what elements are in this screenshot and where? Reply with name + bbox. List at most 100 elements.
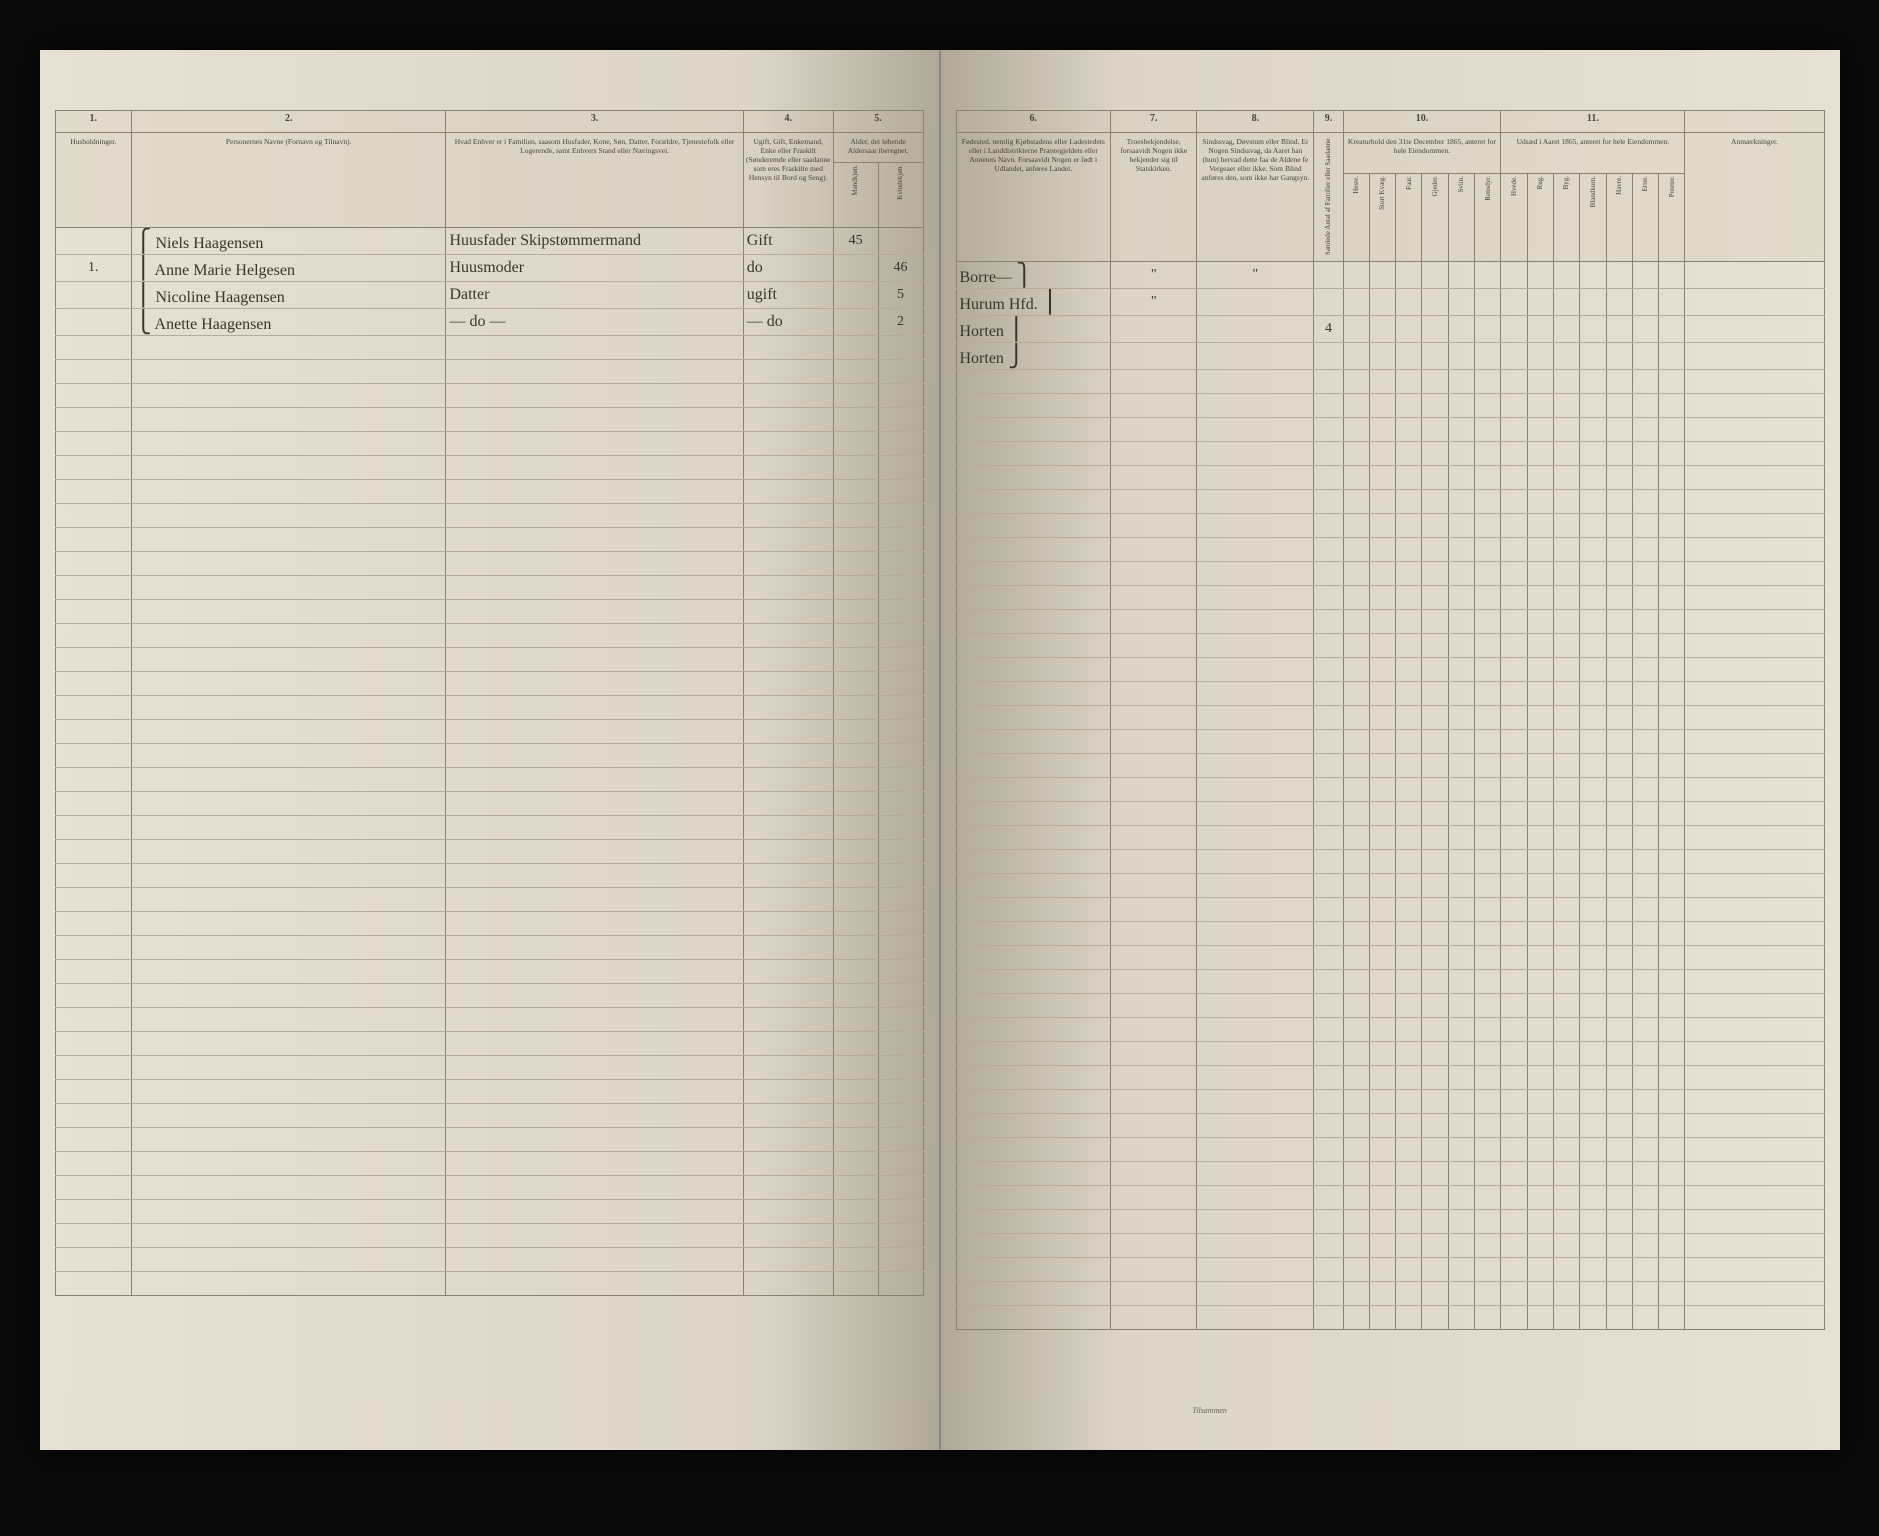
table-row [55, 696, 923, 720]
col11-sub-0: Hvede. [1501, 173, 1527, 261]
table-row [956, 946, 1824, 970]
cell-seed-1 [1527, 262, 1553, 289]
table-row [55, 840, 923, 864]
table-row [956, 754, 1824, 778]
cell-livestock-0 [1343, 262, 1369, 289]
cell-family-count [1314, 289, 1343, 316]
cell-remarks [1685, 343, 1824, 370]
cell-livestock-4 [1448, 289, 1474, 316]
cell-livestock-1 [1369, 343, 1395, 370]
table-row [956, 994, 1824, 1018]
table-row [956, 706, 1824, 730]
table-row: Hurum Hfd. ⎪" [956, 289, 1824, 316]
table-row: Borre— ⎫"" [956, 262, 1824, 289]
col2-num: 2. [131, 111, 446, 133]
table-row [55, 576, 923, 600]
cell-remarks [1685, 316, 1824, 343]
cell-seed-6 [1659, 316, 1685, 343]
cell-name: ⎪ Anne Marie Helgesen [131, 255, 446, 282]
table-row [956, 898, 1824, 922]
table-row [55, 1248, 923, 1272]
col10-sub-4: Sviin. [1448, 173, 1474, 261]
table-row [55, 792, 923, 816]
cell-seed-6 [1659, 289, 1685, 316]
table-row: Horten ⎭ [956, 343, 1824, 370]
table-row [956, 442, 1824, 466]
table-row [55, 1128, 923, 1152]
col9-head: Samlede Antal af Familier eller Saadanne… [1314, 133, 1343, 262]
col10-sub-5: Rensdyr. [1475, 173, 1501, 261]
table-row: Horten ⎪4 [956, 316, 1824, 343]
cell-seed-6 [1659, 262, 1685, 289]
cell-household [55, 309, 131, 336]
column-number-row: 1. 2. 3. 4. 5. [55, 111, 923, 133]
col5-num: 5. [833, 111, 923, 133]
table-row [55, 864, 923, 888]
table-row [956, 1234, 1824, 1258]
cell-seed-5 [1632, 343, 1658, 370]
col8-num: 8. [1197, 111, 1314, 133]
table-row [55, 936, 923, 960]
table-row [956, 586, 1824, 610]
cell-livestock-3 [1422, 343, 1448, 370]
cell-seed-2 [1553, 262, 1579, 289]
table-row [55, 1200, 923, 1224]
cell-name: ⎩ Anette Haagensen [131, 309, 446, 336]
col5-sub2: Kvindekjøn. [878, 163, 923, 228]
table-row [956, 1258, 1824, 1282]
table-row [55, 1080, 923, 1104]
cell-marital: ugift [743, 282, 833, 309]
right-register-table: 6. 7. 8. 9. 10. 11. Fødested, nemlig Kjø… [956, 110, 1825, 1330]
col6-head: Fødested, nemlig Kjøbstadens eller Lades… [956, 133, 1111, 262]
cell-faith: " [1111, 289, 1197, 316]
left-table-body: ⎧ Niels HaagensenHuusfader Skipstømmerma… [55, 228, 923, 1296]
cell-faith [1111, 316, 1197, 343]
cell-relation: Huusmoder [446, 255, 743, 282]
col2-head: Personernes Navne (Fornavn og Tilnavn). [131, 133, 446, 228]
table-row [956, 802, 1824, 826]
cell-livestock-0 [1343, 343, 1369, 370]
cell-birthplace: Borre— ⎫ [956, 262, 1111, 289]
cell-age-f: 5 [878, 282, 923, 309]
cell-seed-0 [1501, 289, 1527, 316]
cell-faith [1111, 343, 1197, 370]
left-page: 1. 2. 3. 4. 5. Husholdninger. Personerne… [40, 50, 941, 1450]
cell-livestock-3 [1422, 262, 1448, 289]
cell-age-m [833, 309, 878, 336]
table-row [55, 1224, 923, 1248]
cell-seed-1 [1527, 343, 1553, 370]
cell-seed-0 [1501, 343, 1527, 370]
cell-age-m: 45 [833, 228, 878, 255]
cell-livestock-4 [1448, 316, 1474, 343]
col8-head: Sindssvag, Døvstum eller Blind. Er Nogen… [1197, 133, 1314, 262]
cell-seed-3 [1580, 316, 1606, 343]
cell-seed-0 [1501, 316, 1527, 343]
footer-sum-label: Tilsammen [1192, 1406, 1227, 1415]
col10-head: Kreaturhold den 31te December 1865, ante… [1343, 133, 1501, 174]
table-row [956, 1018, 1824, 1042]
cell-birthplace: Horten ⎪ [956, 316, 1111, 343]
table-row [956, 610, 1824, 634]
cell-livestock-3 [1422, 316, 1448, 343]
cell-seed-1 [1527, 289, 1553, 316]
col11-sub-1: Rug. [1527, 173, 1553, 261]
table-row [956, 394, 1824, 418]
col12-head: Anmærkninger. [1685, 133, 1824, 262]
cell-remarks [1685, 262, 1824, 289]
table-row [55, 408, 923, 432]
col1-head: Husholdninger. [55, 133, 131, 228]
cell-livestock-4 [1448, 262, 1474, 289]
cell-name: ⎪ Nicoline Haagensen [131, 282, 446, 309]
table-row [55, 984, 923, 1008]
cell-condition [1197, 343, 1314, 370]
left-register-table: 1. 2. 3. 4. 5. Husholdninger. Personerne… [55, 110, 924, 1296]
col4-head: Ugift, Gift, Enkemand, Enke eller Fraski… [743, 133, 833, 228]
cell-age-f: 46 [878, 255, 923, 282]
col10-sub-0: Heste. [1343, 173, 1369, 261]
cell-age-f: 2 [878, 309, 923, 336]
table-row [55, 1104, 923, 1128]
cell-household [55, 228, 131, 255]
ledger-book: 1. 2. 3. 4. 5. Husholdninger. Personerne… [40, 50, 1840, 1450]
col10-sub-2: Faar. [1396, 173, 1422, 261]
table-row [55, 600, 923, 624]
